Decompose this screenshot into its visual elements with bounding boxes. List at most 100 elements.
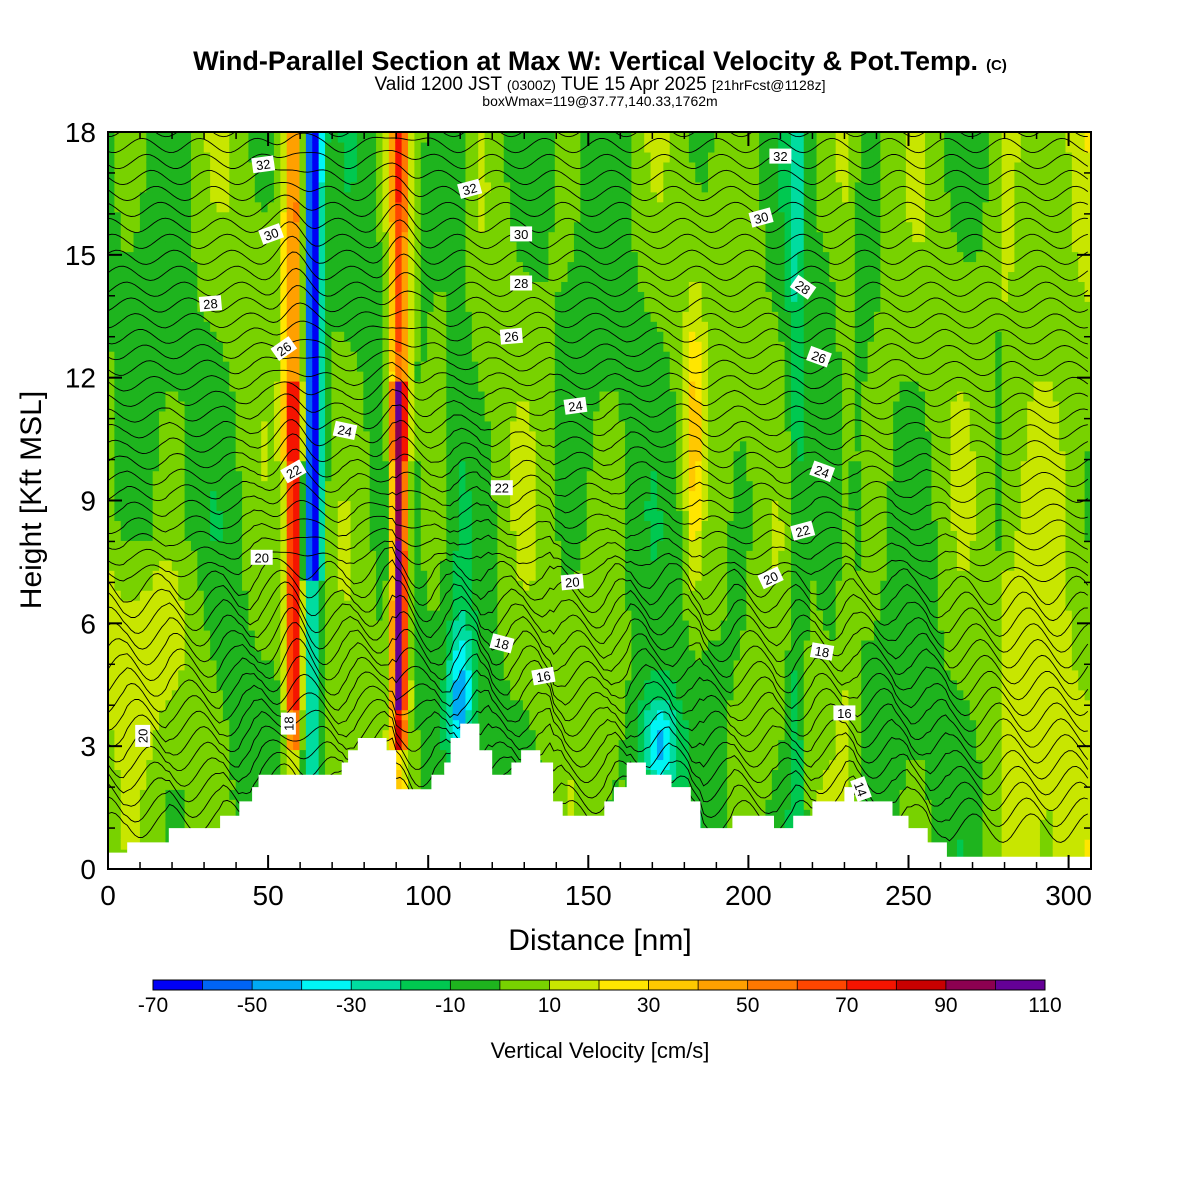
heatmap-cell	[344, 450, 352, 462]
heatmap-cell	[318, 430, 326, 442]
heatmap-cell	[293, 560, 301, 571]
heatmap-cell	[114, 719, 122, 731]
heatmap-cell	[133, 530, 141, 541]
heatmap-cell	[229, 371, 237, 382]
heatmap-cell	[114, 341, 122, 352]
heatmap-cell	[376, 171, 384, 183]
heatmap-cell	[190, 570, 198, 581]
heatmap-cell	[427, 181, 435, 193]
heatmap-cell	[222, 171, 230, 183]
heatmap-cell	[108, 649, 115, 661]
heatmap-cell	[203, 151, 211, 163]
heatmap-cell	[503, 659, 511, 671]
heatmap-cell	[146, 679, 154, 691]
heatmap-cell	[312, 420, 320, 432]
heatmap-cell	[478, 132, 486, 143]
heatmap-cell	[510, 321, 518, 332]
heatmap-cell	[127, 311, 135, 322]
heatmap-cell	[139, 400, 147, 412]
heatmap-cell	[325, 659, 333, 671]
heatmap-cell	[216, 600, 224, 611]
heatmap-cell	[510, 560, 518, 571]
heatmap-cell	[465, 490, 473, 502]
heatmap-cell	[459, 639, 467, 651]
heatmap-cell	[190, 301, 198, 312]
heatmap-cell	[510, 540, 518, 551]
heatmap-cell	[490, 311, 498, 322]
heatmap-cell	[299, 649, 307, 661]
heatmap-cell	[139, 221, 147, 233]
heatmap-cell	[376, 470, 384, 482]
heatmap-cell	[490, 510, 498, 522]
heatmap-cell	[171, 201, 179, 213]
heatmap-cell	[114, 351, 122, 362]
heatmap-cell	[510, 341, 518, 352]
heatmap-cell	[280, 400, 288, 412]
heatmap-cell	[535, 709, 543, 721]
heatmap-cell	[216, 251, 224, 263]
heatmap-cell	[344, 749, 352, 761]
heatmap-cell	[133, 291, 141, 302]
heatmap-cell	[503, 430, 511, 442]
heatmap-cell	[229, 221, 237, 233]
heatmap-cell	[114, 321, 122, 332]
heatmap-cell	[184, 530, 192, 541]
heatmap-cell	[510, 450, 518, 462]
heatmap-cell	[331, 171, 339, 183]
heatmap-cell	[478, 679, 486, 691]
heatmap-cell	[478, 649, 486, 661]
heatmap-cell	[293, 400, 301, 412]
heatmap-cell	[267, 480, 275, 492]
heatmap-cell	[152, 759, 160, 771]
heatmap-cell	[484, 341, 492, 352]
heatmap-cell	[190, 132, 198, 143]
heatmap-cell	[420, 560, 428, 571]
heatmap-cell	[267, 291, 275, 302]
heatmap-cell	[382, 410, 390, 422]
heatmap-cell	[414, 769, 422, 780]
heatmap-cell	[478, 699, 486, 711]
heatmap-cell	[510, 351, 518, 362]
heatmap-cell	[325, 390, 333, 402]
heatmap-cell	[184, 191, 192, 203]
heatmap-cell	[178, 669, 186, 681]
heatmap-cell	[510, 580, 518, 591]
heatmap-cell	[248, 500, 256, 512]
heatmap-cell	[395, 689, 403, 701]
heatmap-cell	[254, 719, 262, 731]
heatmap-cell	[216, 241, 224, 253]
heatmap-cell	[439, 251, 447, 263]
heatmap-cell	[427, 271, 435, 282]
heatmap-cell	[190, 779, 198, 790]
heatmap-cell	[152, 689, 160, 701]
heatmap-cell	[165, 181, 173, 193]
heatmap-cell	[261, 171, 269, 183]
heatmap-cell	[222, 600, 230, 611]
heatmap-cell	[165, 729, 173, 741]
heatmap-cell	[171, 809, 179, 820]
heatmap-cell	[152, 132, 160, 143]
heatmap-cell	[178, 460, 186, 472]
heatmap-cell	[337, 590, 345, 601]
heatmap-cell	[382, 709, 390, 721]
heatmap-cell	[235, 450, 243, 462]
heatmap-cell	[439, 480, 447, 492]
heatmap-cell	[337, 181, 345, 193]
heatmap-cell	[503, 669, 511, 681]
heatmap-cell	[273, 649, 281, 661]
heatmap-cell	[459, 590, 467, 601]
heatmap-cell	[299, 351, 307, 362]
heatmap-cell	[114, 291, 122, 302]
heatmap-cell	[229, 251, 237, 263]
heatmap-cell	[139, 132, 147, 143]
heatmap-cell	[108, 779, 115, 790]
heatmap-cell	[235, 371, 243, 382]
heatmap-cell	[242, 749, 250, 761]
heatmap-cell	[529, 141, 537, 153]
heatmap-cell	[535, 659, 543, 671]
heatmap-cell	[529, 590, 537, 601]
heatmap-cell	[299, 361, 307, 372]
heatmap-cell	[427, 639, 435, 651]
heatmap-cell	[171, 799, 179, 810]
heatmap-cell	[331, 570, 339, 581]
